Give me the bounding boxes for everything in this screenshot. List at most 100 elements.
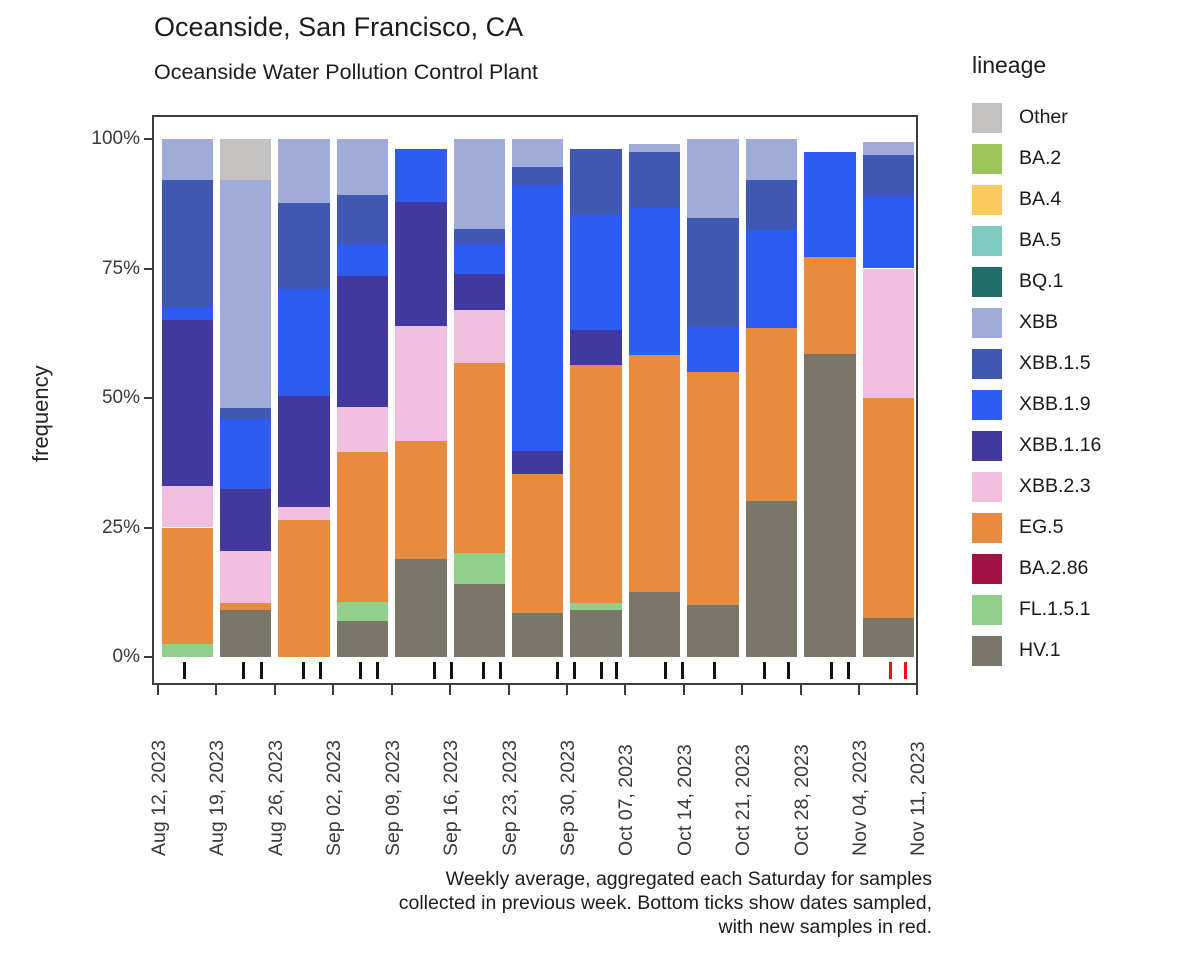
bar-segment-XBB[interactable] [219, 180, 272, 409]
bar-segment-XBB.2.3[interactable] [453, 310, 505, 364]
bar-segment-HV.1[interactable] [804, 353, 856, 657]
bar-segment-XBB.1.9[interactable] [687, 327, 739, 373]
bar-segment-XBB.1.5[interactable] [862, 154, 914, 196]
legend-item-XBB.1.16[interactable]: XBB.1.16 [972, 425, 1172, 466]
bar-segment-FL.1.5.1[interactable] [453, 552, 505, 585]
bar-segment-EG.5[interactable] [687, 372, 739, 605]
legend-item-BA.2[interactable]: BA.2 [972, 138, 1172, 179]
legend-item-BA.4[interactable]: BA.4 [972, 179, 1172, 220]
bar-segment-EG.5[interactable] [219, 602, 272, 611]
bar-segment-XBB[interactable] [687, 139, 739, 219]
bar-segment-XBB.1.5[interactable] [570, 149, 622, 215]
bar-segment-XBB[interactable] [628, 144, 681, 152]
sample-tick [599, 662, 603, 679]
bar-segment-FL.1.5.1[interactable] [570, 602, 622, 610]
bar-segment-XBB.1.16[interactable] [453, 273, 505, 311]
x-tick-label: Nov 11, 2023 [907, 741, 930, 856]
bar-segment-XBB.2.3[interactable] [336, 406, 389, 453]
bar-segment-XBB.1.9[interactable] [395, 149, 447, 202]
legend-item-XBB.1.5[interactable]: XBB.1.5 [972, 343, 1172, 384]
bar-segment-XBB.1.5[interactable] [219, 408, 272, 419]
bar-segment-EG.5[interactable] [628, 355, 681, 592]
legend-item-XBB[interactable]: XBB [972, 302, 1172, 343]
bar-segment-XBB.1.5[interactable] [745, 179, 798, 231]
bar-segment-FL.1.5.1[interactable] [336, 601, 389, 621]
bar-segment-XBB.1.16[interactable] [219, 488, 272, 551]
bar-segment-XBB.2.3[interactable] [862, 268, 914, 398]
bar-segment-EG.5[interactable] [453, 363, 505, 553]
bar-segment-XBB.1.5[interactable] [336, 195, 389, 245]
bar-segment-XBB.2.3[interactable] [278, 506, 330, 520]
legend-item-EG.5[interactable]: EG.5 [972, 507, 1172, 548]
bar-segment-XBB.1.9[interactable] [336, 244, 389, 277]
bar-segment-XBB.1.9[interactable] [278, 289, 330, 397]
bar-segment-HV.1[interactable] [745, 501, 798, 657]
bar-segment-FL.1.5.1[interactable] [161, 644, 213, 657]
bar-segment-XBB[interactable] [278, 139, 330, 204]
legend-item-BA.5[interactable]: BA.5 [972, 220, 1172, 261]
bar-segment-XBB.1.5[interactable] [161, 180, 213, 308]
bar-segment-XBB.1.9[interactable] [453, 243, 505, 274]
bar-segment-HV.1[interactable] [512, 612, 564, 657]
bar-segment-Other[interactable] [219, 139, 272, 181]
bar-segment-HV.1[interactable] [336, 620, 389, 657]
bar-segment-XBB.1.9[interactable] [570, 214, 622, 330]
bar-segment-XBB[interactable] [336, 139, 389, 196]
legend-item-HV.1[interactable]: HV.1 [972, 630, 1172, 671]
legend-item-XBB.1.9[interactable]: XBB.1.9 [972, 384, 1172, 425]
legend-item-FL.1.5.1[interactable]: FL.1.5.1 [972, 589, 1172, 630]
bar-segment-XBB.1.16[interactable] [336, 276, 389, 407]
bar-segment-XBB.1.16[interactable] [512, 450, 564, 474]
bar-segment-XBB.1.9[interactable] [862, 195, 914, 269]
bar-segment-XBB[interactable] [512, 139, 564, 168]
bar-segment-XBB.1.9[interactable] [219, 418, 272, 489]
bar-segment-XBB[interactable] [161, 139, 213, 181]
x-tick-mark [449, 685, 452, 695]
bar-segment-EG.5[interactable] [395, 440, 447, 559]
x-tick-mark [157, 685, 159, 695]
bar-segment-HV.1[interactable] [570, 609, 622, 657]
sample-tick [680, 662, 684, 679]
bar-segment-XBB.1.9[interactable] [745, 230, 798, 328]
bar-segment-HV.1[interactable] [219, 610, 272, 657]
bar-segment-XBB.1.5[interactable] [278, 203, 330, 290]
bar-segment-XBB.1.16[interactable] [161, 320, 213, 487]
legend-item-Other[interactable]: Other [972, 97, 1172, 138]
bar-segment-XBB.1.16[interactable] [278, 396, 330, 507]
bar-segment-XBB.1.5[interactable] [453, 228, 505, 244]
legend-item-BA.2.86[interactable]: BA.2.86 [972, 548, 1172, 589]
bar-segment-XBB[interactable] [745, 139, 798, 180]
legend-label: BA.2 [1019, 147, 1062, 169]
bar-segment-XBB.1.9[interactable] [161, 307, 213, 321]
bar-segment-HV.1[interactable] [453, 584, 505, 657]
bar-segment-HV.1[interactable] [687, 604, 739, 657]
bar-segment-EG.5[interactable] [745, 327, 798, 502]
bar-segment-XBB.1.9[interactable] [628, 207, 681, 355]
bar-segment-EG.5[interactable] [862, 398, 914, 619]
bar-segment-EG.5[interactable] [570, 364, 622, 603]
bar-segment-HV.1[interactable] [628, 591, 681, 657]
bar-segment-EG.5[interactable] [512, 473, 564, 613]
bar-segment-XBB[interactable] [862, 141, 914, 155]
bar-segment-XBB.1.5[interactable] [628, 151, 681, 208]
bar-segment-XBB.1.5[interactable] [687, 218, 739, 328]
bar-segment-EG.5[interactable] [278, 519, 330, 657]
bar-segment-XBB.2.3[interactable] [219, 550, 272, 603]
bar-segment-XBB.2.3[interactable] [395, 325, 447, 441]
bar-segment-XBB.1.9[interactable] [804, 151, 856, 257]
bar-segment-XBB.2.3[interactable] [161, 486, 213, 528]
legend-item-BQ.1[interactable]: BQ.1 [972, 261, 1172, 302]
legend-item-XBB.2.3[interactable]: XBB.2.3 [972, 466, 1172, 507]
bar-segment-XBB.1.16[interactable] [395, 201, 447, 326]
y-tick-mark [144, 656, 152, 658]
bar-segment-HV.1[interactable] [395, 558, 447, 657]
bar-segment-XBB.1.16[interactable] [570, 329, 622, 365]
bar-segment-XBB.1.5[interactable] [512, 167, 564, 185]
bar-segment-HV.1[interactable] [862, 618, 914, 657]
page-title: Oceanside, San Francisco, CA [154, 12, 524, 42]
bar-segment-XBB.1.9[interactable] [512, 184, 564, 451]
bar-segment-EG.5[interactable] [336, 452, 389, 602]
bar-segment-EG.5[interactable] [804, 256, 856, 354]
bar-segment-XBB[interactable] [453, 139, 505, 229]
bar-segment-EG.5[interactable] [161, 527, 213, 645]
